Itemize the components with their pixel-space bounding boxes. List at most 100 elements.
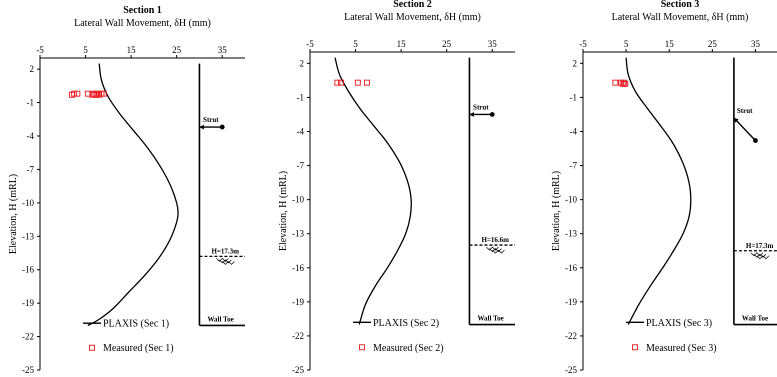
y-tick-label: -1 <box>297 92 305 102</box>
measured-point <box>74 90 81 97</box>
y-axis-title: Elevation, H (mRL) <box>551 171 562 251</box>
y-tick-label: -13 <box>22 231 34 241</box>
x-tick-label: 15 <box>397 39 407 49</box>
y-tick-label: -13 <box>292 229 304 239</box>
x-axis-title: Lateral Wall Movement, δH (mm) <box>74 18 211 29</box>
x-tick-label: 5 <box>624 39 629 49</box>
y-tick-label: -22 <box>565 331 577 341</box>
y-tick-label: -10 <box>292 195 304 205</box>
y-axis-title: Elevation, H (mRL) <box>278 171 289 251</box>
measured-point <box>622 80 629 87</box>
y-tick-label: -4 <box>27 131 35 141</box>
strut-end-point <box>219 124 225 130</box>
strut-arrowhead <box>199 124 204 130</box>
y-tick-label: -25 <box>22 365 34 375</box>
chart-panel-1: Section 1 Lateral Wall Movement, δH (mm) -… <box>8 5 245 375</box>
measured-point <box>92 91 99 98</box>
legend-label-plaxis: PLAXIS (Sec 1) <box>103 319 169 330</box>
x-tick-label: 35 <box>218 45 228 55</box>
y-tick-label: -4 <box>570 127 578 137</box>
measured-point <box>90 90 97 97</box>
y-tick-label: -1 <box>27 98 35 108</box>
strut-label: Strut <box>473 103 489 111</box>
y-tick-label: -10 <box>565 195 577 205</box>
section-title: Section 1 <box>123 5 162 16</box>
strut-end-point <box>753 138 758 143</box>
measured-point <box>363 79 370 86</box>
chart-panel-3: Section 3 Lateral Wall Movement, δH (mm) -… <box>551 0 777 375</box>
x-tick-label: 25 <box>708 39 718 49</box>
y-tick-label: 2 <box>30 64 35 74</box>
ground-hatch-icon <box>486 246 505 254</box>
legend-marker-swatch <box>632 344 638 351</box>
x-tick-label: -5 <box>36 45 44 55</box>
plaxis-series-line <box>87 63 179 327</box>
x-tick-label: 35 <box>751 39 761 49</box>
y-tick-label: -16 <box>292 263 304 273</box>
x-tick-label: 15 <box>665 39 675 49</box>
y-tick-label: -16 <box>22 265 34 275</box>
y-tick-label: -19 <box>292 297 304 307</box>
chart-panel-2: Section 2 Lateral Wall Movement, δH (mm) -… <box>278 0 515 375</box>
y-tick-label: -25 <box>565 365 577 375</box>
x-tick-label: 35 <box>488 39 498 49</box>
strut-line <box>733 117 756 142</box>
measured-point <box>338 79 344 86</box>
y-tick-label: -19 <box>22 298 34 308</box>
legend-label-plaxis: PLAXIS (Sec 2) <box>373 318 439 329</box>
x-axis-title: Lateral Wall Movement, δH (mm) <box>612 12 749 23</box>
wall-toe-label: Wall Toe <box>742 315 768 323</box>
legend-marker-swatch <box>359 344 365 351</box>
plaxis-series-line <box>625 57 692 325</box>
legend-marker-swatch <box>89 344 95 351</box>
y-tick-label: -7 <box>27 164 35 174</box>
strut-label: Strut <box>203 116 219 124</box>
x-tick-label: -5 <box>579 39 587 49</box>
x-tick-label: 25 <box>172 45 182 55</box>
excavation-depth-label: H=17.3m <box>211 247 239 255</box>
y-tick-label: -22 <box>22 332 34 342</box>
measured-point <box>100 90 107 97</box>
excavation-depth-label: H=17.3m <box>746 242 774 250</box>
legend-label-measured: Measured (Sec 1) <box>103 343 174 354</box>
y-tick-label: -7 <box>297 161 305 171</box>
section-title: Section 3 <box>661 0 700 10</box>
y-tick-label: -10 <box>22 198 34 208</box>
measured-point <box>71 90 78 97</box>
strut-end-point <box>489 112 495 117</box>
y-tick-label: 2 <box>573 58 578 68</box>
x-tick-label: 5 <box>83 45 88 55</box>
x-tick-label: 5 <box>353 39 358 49</box>
wall-toe-label: Wall Toe <box>477 315 503 323</box>
measured-point <box>354 79 361 86</box>
measured-point <box>334 79 341 86</box>
x-tick-label: 25 <box>442 39 452 49</box>
legend-label-plaxis: PLAXIS (Sec 3) <box>646 318 712 329</box>
y-tick-label: -4 <box>297 127 305 137</box>
strut-arrowhead <box>733 117 739 123</box>
x-tick-label: -5 <box>306 39 314 49</box>
measured-point <box>612 79 619 86</box>
wall-toe-label: Wall Toe <box>207 315 233 323</box>
y-tick-label: -7 <box>570 161 578 171</box>
x-axis-title: Lateral Wall Movement, δH (mm) <box>344 12 481 23</box>
y-tick-label: -1 <box>570 92 578 102</box>
y-tick-label: -22 <box>292 331 304 341</box>
y-tick-label: -19 <box>565 297 577 307</box>
y-tick-label: 2 <box>300 58 305 68</box>
strut-label: Strut <box>737 107 753 115</box>
plaxis-series-line <box>334 57 412 325</box>
measured-point <box>621 79 627 86</box>
excavation-depth-label: H=16.6m <box>481 236 509 244</box>
measured-point <box>94 90 101 97</box>
section-title: Section 2 <box>393 0 432 10</box>
y-tick-label: -16 <box>565 263 577 273</box>
y-tick-label: -25 <box>292 365 304 375</box>
legend-label-measured: Measured (Sec 2) <box>373 343 444 354</box>
x-tick-label: 15 <box>127 45 137 55</box>
ground-hatch-icon <box>750 252 770 260</box>
strut-arrowhead <box>469 112 474 117</box>
y-axis-title: Elevation, H (mRL) <box>8 174 19 254</box>
y-tick-label: -13 <box>565 229 577 239</box>
